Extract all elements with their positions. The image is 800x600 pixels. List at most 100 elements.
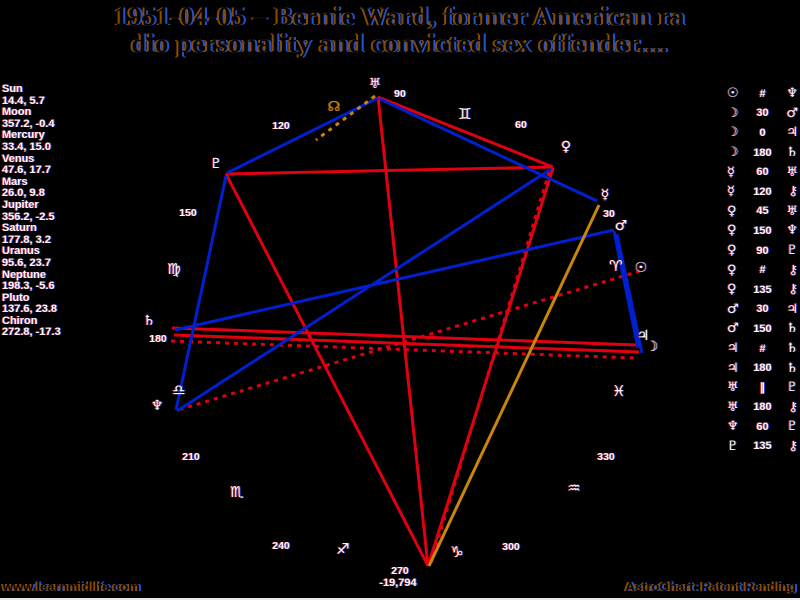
aspect-line-jupiter-saturn-180 xyxy=(173,333,640,354)
aspect-angle: 60 xyxy=(756,420,769,433)
ring-270: 270 xyxy=(391,565,409,577)
aspect-list-panel: ☉ # ♆ ☽ 30 ♂ ☽ 0 ♃ ☽ 180 ♄ ☿ 60 ♅ ☿ 120 ⚷ ♀ 45 ♅ ♀ 150 ♆ ♀ 90 ♇ ♀ # ⚷… xyxy=(727,84,798,456)
aspect-row-venus-chiron: ♀ 135 ⚷ xyxy=(727,280,798,300)
venus-glyph: ♀ xyxy=(727,203,737,219)
aspect-row-mars-saturn: ♂ 150 ♄ xyxy=(727,319,798,339)
planet-row-moon: Moon 357.2, -0.4 xyxy=(2,107,61,130)
planet-row-uranus: Uranus 95.6, 23.7 xyxy=(2,246,61,269)
contraparallel-symbol: # xyxy=(759,264,766,277)
aspect-line-mars-saturn-150 xyxy=(174,228,615,332)
planet-row-mars: Mars 26.0, 9.8 xyxy=(2,175,61,200)
chiron-glyph: ⚷ xyxy=(788,282,798,298)
ring-300: 300 xyxy=(502,541,520,553)
saturn-glyph: ♄ xyxy=(786,145,798,161)
contraparallel-symbol: # xyxy=(759,87,766,100)
planet-value-venus: 47.6, 17.7 xyxy=(2,164,51,177)
pluto-glyph: ♇ xyxy=(786,380,798,396)
planet-name-chiron: Chiron xyxy=(2,314,38,327)
planet-name-venus: Venus xyxy=(2,152,35,165)
aspect-row-mercury-chiron: ☿ 120 ⚷ xyxy=(727,182,798,202)
planet-row-sun: Sun 14.4, 5.7 xyxy=(2,83,61,107)
aspect-line-moon-mars-30 xyxy=(612,230,640,349)
mercury-glyph: ☿ xyxy=(727,164,735,180)
ring-210: 210 xyxy=(182,451,200,463)
aspect-line-venus-pluto-90 xyxy=(225,165,554,176)
venus-glyph: ♀ xyxy=(727,262,737,278)
planet-mars-glyph: ♂ xyxy=(614,218,628,234)
jupiter-glyph: ♃ xyxy=(727,360,739,376)
aspect-angle: 150 xyxy=(753,322,772,335)
planet-name-neptune: Neptune xyxy=(2,268,46,281)
ring-120: 120 xyxy=(272,120,290,132)
aspect-row-mercury-uranus: ☿ 60 ♅ xyxy=(727,162,798,182)
planet-name-saturn: Saturn xyxy=(2,222,37,235)
moon-glyph: ☽ xyxy=(727,105,739,121)
aspect-angle: 30 xyxy=(756,303,769,316)
pluto-glyph: ♇ xyxy=(727,438,739,454)
saturn-glyph: ♄ xyxy=(786,341,798,357)
aspect-angle: 0 xyxy=(759,126,766,139)
aspect-row-sun-neptune: ☉ # ♆ xyxy=(727,84,798,104)
aspect-angle: 180 xyxy=(753,401,772,414)
planet-value-sun: 14.4, 5.7 xyxy=(2,94,45,107)
bottom-divider xyxy=(0,598,800,600)
planet-value-moon: 357.2, -0.4 xyxy=(2,117,55,130)
aspect-row-moon-saturn: ☽ 180 ♄ xyxy=(727,143,798,163)
planet-neptune-glyph: ♆ xyxy=(150,398,164,414)
aspect-line-venus-uranus-45 xyxy=(377,95,554,169)
planet-row-neptune: Neptune 198.3, -5.6 xyxy=(2,268,61,293)
aspect-angle: 90 xyxy=(756,244,769,257)
chiron-glyph: ⚷ xyxy=(788,184,798,200)
aspect-angle: 180 xyxy=(753,146,772,159)
planet-value-chiron: 272.8, -17.3 xyxy=(2,326,61,339)
jupiter-glyph: ♃ xyxy=(727,341,739,357)
planet-row-pluto: Pluto 137.6, 23.8 xyxy=(2,292,61,316)
chiron-glyph: ⚷ xyxy=(788,262,798,278)
aspect-line-uranus-chiron-180 xyxy=(376,96,430,567)
aspect-angle: 180 xyxy=(753,362,772,375)
aspect-row-moon-jupiter: ☽ 0 ♃ xyxy=(727,123,798,143)
aspect-line-pluto-chiron-135 xyxy=(224,173,430,567)
planet-pluto-glyph: ♇ xyxy=(209,156,223,172)
aspect-angle: 135 xyxy=(753,283,772,296)
planet-name-moon: Moon xyxy=(2,106,32,119)
bottom-vertex-value: -19,794 xyxy=(379,577,417,589)
planet-name-sun: Sun xyxy=(2,83,23,95)
aspect-line-venus-neptune-150 xyxy=(176,167,552,413)
planet-row-jupiter: Jupiter 356.2, -2.5 xyxy=(2,198,61,223)
aspect-row-jupiter-saturn: ♃ # ♄ xyxy=(727,339,798,359)
planet-value-mercury: 33.4, 15.0 xyxy=(2,140,51,153)
aspect-line-mercury-uranus-60 xyxy=(379,97,598,203)
chiron-glyph: ⚷ xyxy=(788,399,798,415)
pluto-glyph: ♇ xyxy=(786,419,798,435)
chart-title-line2: dio personality and convicted sex offend… xyxy=(131,29,669,58)
planet-value-uranus: 95.6, 23.7 xyxy=(2,256,51,269)
pluto-glyph: ♇ xyxy=(786,243,798,259)
sign-aries-glyph: ♈ xyxy=(609,257,623,275)
moon-glyph: ☽ xyxy=(727,125,739,141)
aspect-angle: 120 xyxy=(753,185,772,198)
aspect-row-pluto-chiron: ♇ 135 ⚷ xyxy=(727,437,798,457)
uranus-glyph: ♅ xyxy=(727,380,739,396)
neptune-glyph: ♆ xyxy=(786,223,798,239)
ring-90: 90 xyxy=(394,88,406,100)
sign-sagittarius-glyph: ♐ xyxy=(336,540,350,558)
planet-row-chiron: Chiron 272.8, -17.3 xyxy=(2,314,61,339)
jupiter-glyph: ♃ xyxy=(786,301,798,317)
uranus-glyph: ♅ xyxy=(727,399,739,415)
website-url: www.learnmidlife.com xyxy=(3,579,140,594)
ring-330: 330 xyxy=(597,451,615,463)
planet-name-mars: Mars xyxy=(2,175,28,188)
aspect-angle: 150 xyxy=(753,224,772,237)
aspect-row-uranus-chiron: ♅ 180 ⚷ xyxy=(727,398,798,418)
venus-glyph: ♀ xyxy=(727,243,737,259)
planet-value-neptune: 198.3, -5.6 xyxy=(2,280,55,293)
ring-150: 150 xyxy=(179,207,197,219)
neptune-glyph: ♆ xyxy=(727,419,739,435)
parallel-symbol: ∥ xyxy=(759,382,766,395)
neptune-glyph: ♆ xyxy=(786,86,798,102)
venus-glyph: ♀ xyxy=(727,282,737,298)
planet-venus-glyph: ♀ xyxy=(560,139,572,155)
planet-jupiter-glyph: ♃ xyxy=(636,328,650,344)
planet-name-jupiter: Jupiter xyxy=(2,198,39,211)
